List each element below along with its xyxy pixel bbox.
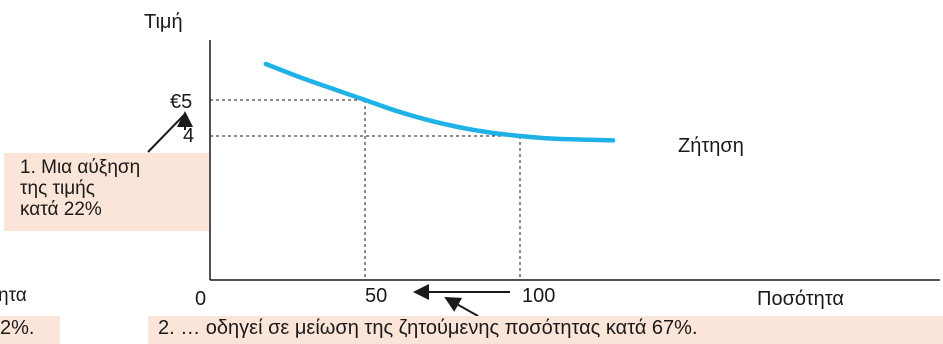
x-axis-label: Ποσότητα <box>757 288 844 310</box>
y-tick-5: €5 <box>170 91 192 113</box>
quantity-decrease-note: 2. … οδηγεί σε μείωση της ζητούμενης ποσ… <box>148 316 943 344</box>
reference-lines <box>210 99 521 280</box>
note1-line-3: κατά 22% <box>20 199 102 220</box>
y-tick-4: 4 <box>183 125 194 147</box>
demand-series-label: Ζήτηση <box>678 135 744 157</box>
price-increase-arrow <box>147 113 186 153</box>
quantity-decrease-pointer <box>444 297 479 317</box>
x-tick-50: 50 <box>365 285 387 307</box>
cropped-left-note: 2%. <box>0 316 60 344</box>
origin-label: 0 <box>195 288 206 310</box>
note1-line-1: 1. Μια αύξηση <box>20 157 141 178</box>
x-tick-100: 100 <box>522 285 555 307</box>
demand-curve <box>263 61 616 143</box>
cropped-left-label: ητα <box>0 285 27 306</box>
note1-line-2: της τιμής <box>20 178 95 199</box>
price-increase-note: 1. Μια αύξηση της τιμής κατά 22% <box>4 153 209 231</box>
y-axis-label: Τιμή <box>144 11 183 33</box>
